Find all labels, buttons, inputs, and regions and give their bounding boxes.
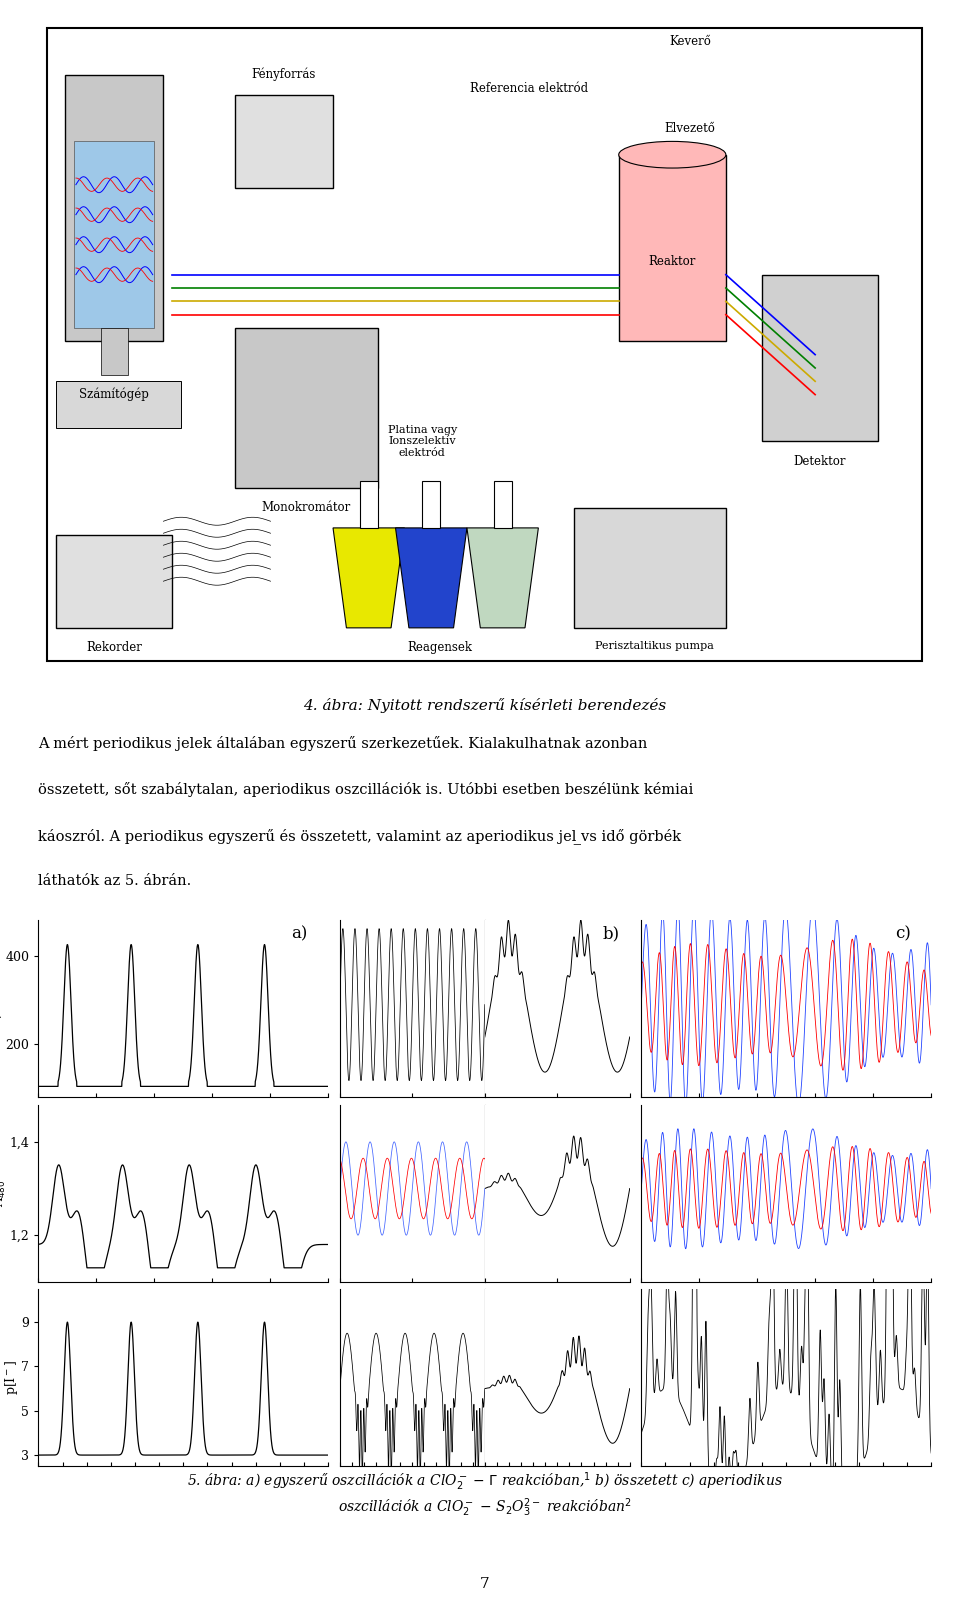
Y-axis label: p[I$^-$]: p[I$^-$] (3, 1361, 20, 1395)
Bar (74, 141, 155, 328)
Bar (235, 328, 377, 488)
Text: Detektor: Detektor (793, 454, 846, 467)
Bar (57, 381, 181, 428)
Text: Fényforrás: Fényforrás (252, 68, 316, 81)
Text: b): b) (603, 926, 619, 942)
Text: Reaktor: Reaktor (649, 255, 696, 268)
Bar (235, 94, 333, 188)
Text: Számítógép: Számítógép (80, 388, 149, 402)
Text: Perisztaltikus pumpa: Perisztaltikus pumpa (595, 641, 714, 650)
Y-axis label: A$_{480}$: A$_{480}$ (0, 1179, 8, 1207)
Text: Monokromátor: Monokromátor (262, 501, 350, 514)
Text: Rekorder: Rekorder (86, 641, 142, 654)
Text: 5. ábra: a) egyszerű oszcillációk a ClO$_2^-$ $-$ $\Gamma$ reakcióban,$^1$ b) ös: 5. ábra: a) egyszerű oszcillációk a ClO$… (187, 1471, 782, 1518)
Text: c): c) (895, 926, 911, 942)
Bar (422, 482, 440, 527)
Text: a): a) (292, 926, 308, 942)
Bar (761, 274, 877, 441)
Bar (493, 482, 512, 527)
Text: Elvezető: Elvezető (664, 122, 715, 135)
Text: Referencia elektród: Referencia elektród (470, 81, 588, 94)
Polygon shape (333, 527, 404, 628)
Y-axis label: E / mV: E / mV (0, 988, 4, 1030)
Text: A mért periodikus jelek általában egyszerű szerkezetűek. Kialakulhatnak azonban: A mért periodikus jelek általában egysze… (38, 735, 648, 751)
Polygon shape (467, 527, 539, 628)
Bar (360, 482, 377, 527)
Text: 7: 7 (480, 1577, 490, 1591)
Text: káoszról. A periodikus egyszerű és összetett, valamint az aperiodikus jel ̲̲vs i: káoszról. A periodikus egyszerű és össze… (38, 827, 682, 843)
Bar (574, 508, 726, 628)
Text: Reagensek: Reagensek (408, 641, 472, 654)
Bar (65, 75, 163, 341)
Text: 4. ábra: Nyitott rendszerű kísérleti berendezés: 4. ábra: Nyitott rendszerű kísérleti ber… (303, 697, 666, 712)
Text: láthatók az 5. ábrán.: láthatók az 5. ábrán. (38, 874, 192, 887)
Text: Platina vagy
Ionszelektív
elektród: Platina vagy Ionszelektív elektród (388, 425, 457, 457)
Bar (57, 535, 173, 628)
Ellipse shape (618, 141, 726, 169)
Text: Keverő: Keverő (669, 36, 711, 49)
Polygon shape (396, 527, 467, 628)
Bar (101, 328, 128, 375)
Text: összetett, sőt szabálytalan, aperiodikus oszcillációk is. Utóbbi esetben beszélü: összetett, sőt szabálytalan, aperiodikus… (38, 782, 694, 796)
Bar (618, 154, 726, 341)
